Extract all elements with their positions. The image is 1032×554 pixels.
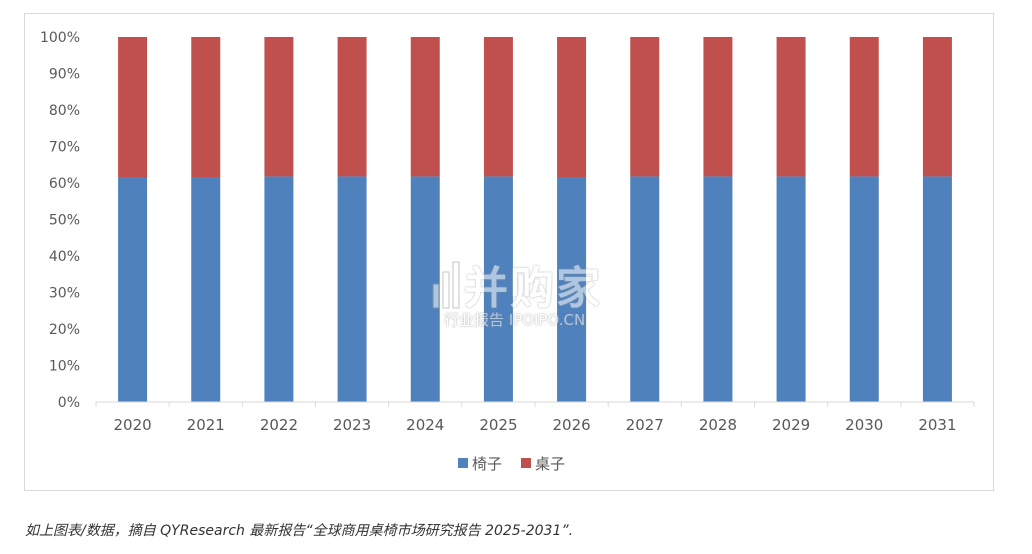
stacked-bar-chart: 0% 10% 20% 30% 40% 50% 60% 70% 80% 90% 100% 2020 202…	[40, 30, 975, 473]
bar-chair-2026	[557, 177, 587, 402]
x-tick-label: 2031	[918, 416, 956, 434]
bar-table-2025	[483, 37, 513, 177]
x-tick-label: 2027	[626, 416, 664, 434]
x-tick-label: 2020	[113, 416, 151, 434]
bar-table-2026	[557, 37, 587, 178]
bar-chair-2028	[703, 176, 733, 402]
bar-chair-2021	[191, 177, 221, 402]
y-tick-label: 0%	[58, 395, 80, 411]
bar-chair-2025	[483, 176, 513, 402]
bar-table-2022	[264, 37, 294, 177]
x-tick-label: 2022	[260, 416, 298, 434]
bar-table-2023	[337, 37, 367, 177]
bar-chair-2024	[410, 176, 440, 402]
bar-table-2020	[118, 37, 148, 178]
x-tick-label: 2028	[699, 416, 737, 434]
bar-table-2029	[776, 37, 806, 177]
bar-chair-2031	[922, 176, 952, 402]
chart-frame: 0% 10% 20% 30% 40% 50% 60% 70% 80% 90% 100% 2020 202…	[24, 13, 994, 491]
x-tick-label: 2026	[552, 416, 590, 434]
y-tick-label: 80%	[49, 103, 80, 119]
y-tick-label: 40%	[49, 249, 80, 265]
y-tick-label: 10%	[49, 359, 80, 375]
bar-table-2028	[703, 37, 733, 177]
legend-label-chair: 椅子	[472, 455, 502, 473]
y-tick-label: 50%	[49, 213, 80, 229]
x-tick-label: 2023	[333, 416, 371, 434]
bar-table-2021	[191, 37, 221, 178]
bar-table-2027	[630, 37, 660, 177]
y-tick-label: 60%	[49, 176, 80, 192]
legend-swatch-table	[521, 458, 531, 468]
x-tick-label: 2030	[845, 416, 883, 434]
bar-table-2024	[410, 37, 440, 177]
y-tick-label: 20%	[49, 322, 80, 338]
bar-chair-2027	[630, 176, 660, 402]
x-tick-label: 2021	[187, 416, 225, 434]
y-tick-label: 90%	[49, 67, 80, 83]
y-tick-label: 100%	[40, 30, 80, 46]
bar-chair-2023	[337, 176, 367, 402]
bar-chair-2029	[776, 176, 806, 402]
bar-table-2031	[922, 37, 952, 177]
source-caption: 如上图表/数据，摘自 QYResearch 最新报告“全球商用桌椅市场研究报告 …	[25, 523, 574, 539]
x-tick-label: 2025	[479, 416, 517, 434]
legend-label-table: 桌子	[535, 455, 565, 473]
y-tick-label: 70%	[49, 140, 80, 156]
y-tick-label: 30%	[49, 286, 80, 302]
bar-chair-2030	[849, 176, 879, 402]
x-tick-label: 2029	[772, 416, 810, 434]
bar-chair-2020	[118, 177, 148, 402]
bar-table-2030	[849, 37, 879, 177]
legend-swatch-chair	[458, 458, 468, 468]
bar-chair-2022	[264, 176, 294, 402]
x-tick-label: 2024	[406, 416, 444, 434]
